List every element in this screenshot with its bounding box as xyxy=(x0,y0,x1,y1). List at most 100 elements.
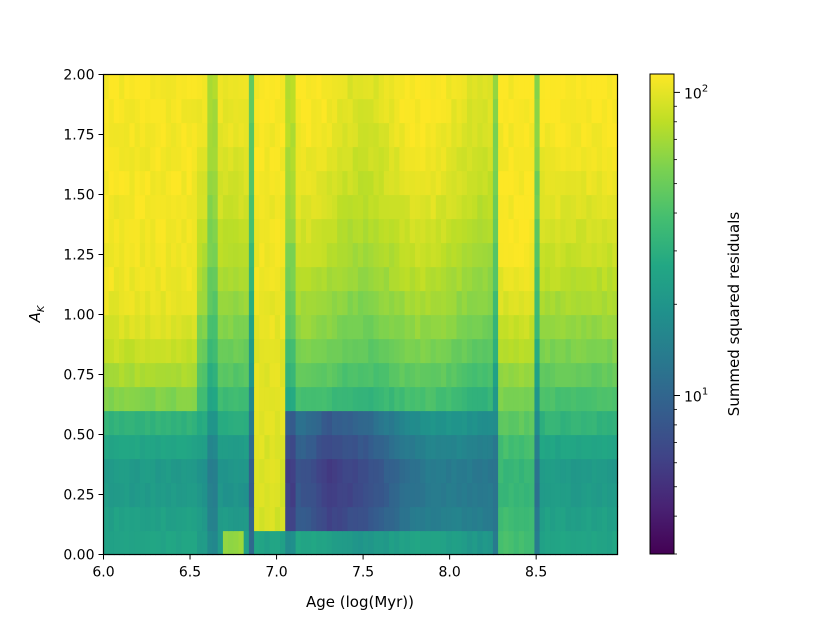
heatmap-cell xyxy=(186,314,193,340)
heatmap-cell xyxy=(513,338,520,364)
heatmap-cell xyxy=(326,98,333,124)
heatmap-cell xyxy=(254,386,260,412)
heatmap-cell xyxy=(280,266,286,292)
heatmap-cell xyxy=(337,506,343,532)
heatmap-cell xyxy=(326,410,333,436)
heatmap-cell xyxy=(243,314,250,340)
heatmap-cell xyxy=(363,218,369,244)
heatmap-cell xyxy=(534,146,541,172)
heatmap-cell xyxy=(274,146,281,172)
heatmap-cell xyxy=(248,506,255,532)
heatmap-cell xyxy=(181,122,188,148)
heatmap-cell xyxy=(363,386,369,412)
heatmap-cell xyxy=(518,530,525,556)
heatmap-cell xyxy=(518,506,525,532)
heatmap-cell xyxy=(482,194,489,220)
heatmap-cell xyxy=(108,194,115,220)
heatmap-cell xyxy=(228,122,234,148)
heatmap-cell xyxy=(394,410,401,436)
heatmap-cell xyxy=(269,266,276,292)
heatmap-cell xyxy=(461,194,468,220)
heatmap-cell xyxy=(280,146,286,172)
heatmap-cell xyxy=(482,266,489,292)
heatmap-cell xyxy=(186,146,193,172)
heatmap-cell xyxy=(191,386,198,412)
heatmap-cell xyxy=(430,314,437,340)
heatmap-cell xyxy=(363,146,369,172)
heatmap-cell xyxy=(596,74,603,100)
heatmap-cell xyxy=(181,506,188,532)
heatmap-cell xyxy=(134,458,141,484)
heatmap-cell xyxy=(352,218,359,244)
heatmap-cell xyxy=(373,458,380,484)
heatmap-cell xyxy=(544,170,551,196)
heatmap-cell xyxy=(404,434,411,460)
heatmap-cell xyxy=(513,362,520,388)
heatmap-cell xyxy=(139,410,146,436)
heatmap-cell xyxy=(446,290,452,316)
heatmap-cell xyxy=(518,194,525,220)
heatmap-cell xyxy=(274,338,281,364)
heatmap-cell xyxy=(394,386,401,412)
heatmap-cell xyxy=(150,482,157,508)
heatmap-cell xyxy=(430,386,437,412)
heatmap-cell xyxy=(430,218,437,244)
heatmap-cell xyxy=(440,194,447,220)
heatmap-cell xyxy=(373,482,380,508)
heatmap-cell xyxy=(202,242,208,268)
heatmap-cell xyxy=(466,170,473,196)
heatmap-cell xyxy=(228,386,234,412)
heatmap-cell xyxy=(285,530,292,556)
heatmap-cell xyxy=(300,146,307,172)
heatmap-cell xyxy=(196,506,203,532)
heatmap-cell xyxy=(337,338,343,364)
heatmap-cell xyxy=(425,146,432,172)
heatmap-cell xyxy=(170,290,177,316)
heatmap-cell xyxy=(477,506,484,532)
heatmap-cell xyxy=(222,434,229,460)
heatmap-cell xyxy=(529,146,536,172)
heatmap-cell xyxy=(165,98,172,124)
heatmap-cell xyxy=(160,386,167,412)
heatmap-cell xyxy=(285,242,292,268)
heatmap-cell xyxy=(295,170,302,196)
heatmap-cell xyxy=(222,290,229,316)
heatmap-cell xyxy=(108,122,115,148)
heatmap-cell xyxy=(290,146,297,172)
heatmap-cell xyxy=(581,530,587,556)
heatmap-cell xyxy=(529,290,536,316)
heatmap-cell xyxy=(274,194,281,220)
heatmap-cell xyxy=(435,410,442,436)
heatmap-cell xyxy=(170,530,177,556)
heatmap-cell xyxy=(487,314,494,340)
heatmap-cell xyxy=(601,434,608,460)
heatmap-cell xyxy=(575,170,582,196)
heatmap-cell xyxy=(134,242,141,268)
heatmap-cell xyxy=(425,98,432,124)
heatmap-cell xyxy=(472,242,478,268)
heatmap-cell xyxy=(342,194,349,220)
heatmap-cell xyxy=(415,482,421,508)
heatmap-cell xyxy=(430,338,437,364)
heatmap-cell xyxy=(430,242,437,268)
heatmap-cell xyxy=(160,362,167,388)
heatmap-cell xyxy=(129,410,136,436)
heatmap-cell xyxy=(186,434,193,460)
heatmap-cell xyxy=(280,410,286,436)
heatmap-cell xyxy=(248,218,255,244)
heatmap-cell xyxy=(596,314,603,340)
heatmap-cell xyxy=(544,410,551,436)
heatmap-cell xyxy=(300,98,307,124)
heatmap-cell xyxy=(150,194,157,220)
heatmap-cell xyxy=(477,122,484,148)
heatmap-cell xyxy=(591,314,598,340)
heatmap-cell xyxy=(347,338,354,364)
heatmap-cell xyxy=(415,386,421,412)
heatmap-cell xyxy=(570,290,577,316)
heatmap-cell xyxy=(337,362,343,388)
heatmap-cell xyxy=(217,362,224,388)
heatmap-cell xyxy=(274,266,281,292)
heatmap-cell xyxy=(264,530,271,556)
heatmap-cell xyxy=(217,410,224,436)
heatmap-cell xyxy=(601,170,608,196)
